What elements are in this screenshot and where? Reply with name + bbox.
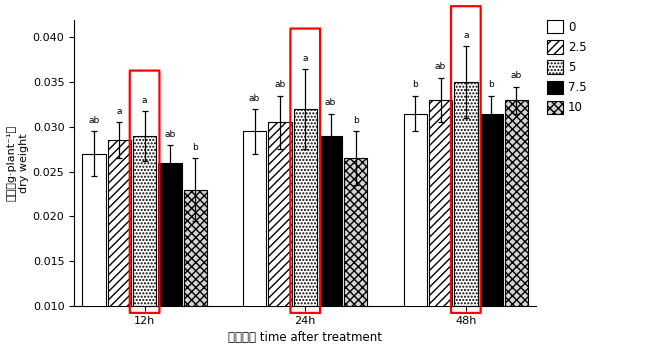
Bar <box>133 136 156 351</box>
Text: b: b <box>413 80 418 90</box>
Text: b: b <box>192 143 198 152</box>
Bar <box>344 158 368 351</box>
Bar <box>268 122 292 351</box>
Y-axis label: 干重（g·plant⁻¹）
dry weight: 干重（g·plant⁻¹） dry weight <box>7 125 29 201</box>
Bar <box>294 109 317 351</box>
Bar <box>404 113 427 351</box>
Bar <box>158 163 182 351</box>
Text: ab: ab <box>88 116 99 125</box>
Text: ab: ab <box>274 80 286 90</box>
Text: ab: ab <box>325 98 336 107</box>
Bar <box>505 100 528 351</box>
Bar <box>82 154 106 351</box>
Text: a: a <box>463 31 469 40</box>
Bar <box>319 136 342 351</box>
Text: ab: ab <box>164 130 175 139</box>
Text: a: a <box>142 95 147 105</box>
Text: a: a <box>303 54 308 62</box>
Text: ab: ab <box>249 94 260 103</box>
Text: ab: ab <box>435 62 446 72</box>
Text: b: b <box>489 80 494 90</box>
Text: b: b <box>353 116 358 125</box>
X-axis label: 处理时间 time after treatment: 处理时间 time after treatment <box>228 331 382 344</box>
Text: ab: ab <box>511 71 522 80</box>
Bar <box>184 190 207 351</box>
Bar <box>429 100 452 351</box>
Legend: 0, 2.5, 5, 7.5, 10: 0, 2.5, 5, 7.5, 10 <box>547 20 587 114</box>
Bar <box>243 131 266 351</box>
Bar <box>479 113 503 351</box>
Bar <box>455 82 477 351</box>
Text: a: a <box>116 107 122 116</box>
Bar <box>108 140 131 351</box>
